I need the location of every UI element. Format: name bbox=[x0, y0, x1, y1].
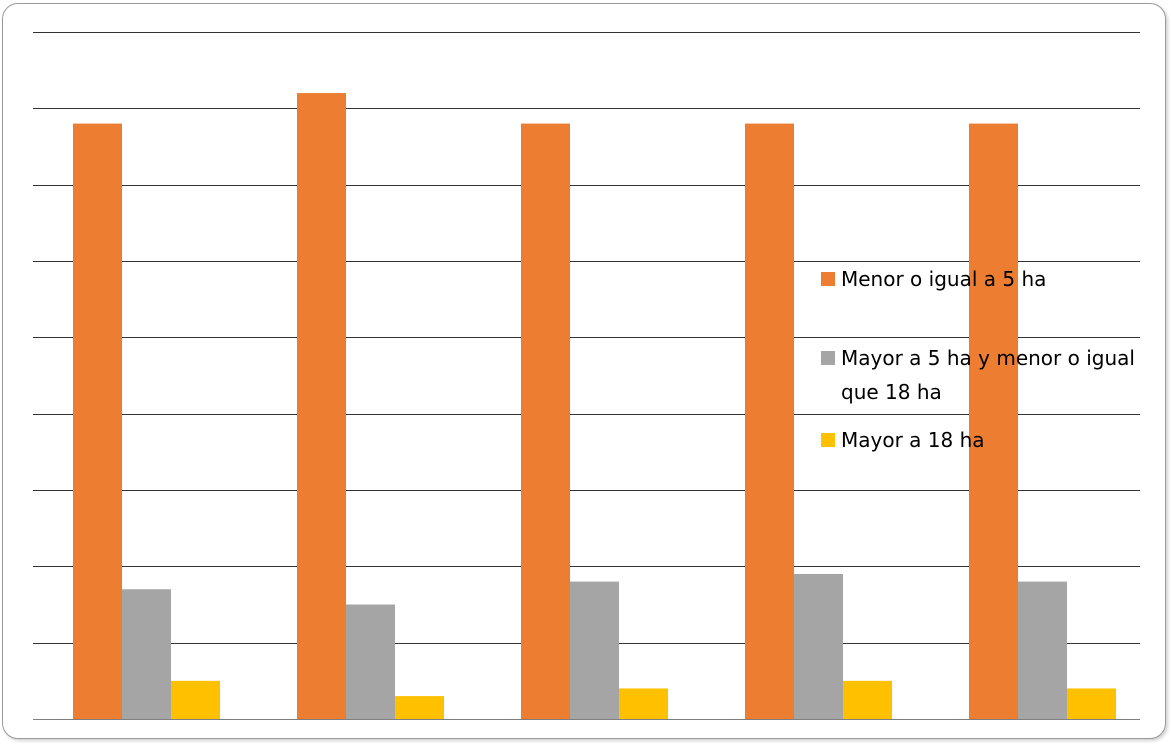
bar bbox=[73, 123, 122, 720]
legend-swatch bbox=[821, 351, 835, 365]
bar bbox=[1067, 688, 1116, 719]
bar bbox=[745, 123, 794, 720]
legend-label: Mayor a 5 ha y menor o igual bbox=[841, 346, 1135, 370]
bar bbox=[346, 604, 395, 719]
legend-swatch bbox=[821, 272, 835, 286]
bar bbox=[297, 93, 346, 720]
bar bbox=[969, 123, 1018, 720]
bar bbox=[794, 573, 843, 719]
bar bbox=[843, 680, 892, 719]
legend-label: Menor o igual a 5 ha bbox=[841, 267, 1046, 291]
bar bbox=[521, 123, 570, 720]
gridlines bbox=[33, 32, 1140, 720]
legend: Menor o igual a 5 ha Mayor a 5 ha y menor… bbox=[821, 267, 1135, 452]
bar bbox=[619, 688, 668, 719]
bar bbox=[122, 589, 171, 719]
bar bbox=[1018, 581, 1067, 719]
bar bbox=[395, 696, 444, 719]
legend-swatch bbox=[821, 433, 835, 447]
legend-label: que 18 ha bbox=[841, 380, 942, 404]
bar bbox=[171, 680, 220, 719]
legend-label: Mayor a 18 ha bbox=[841, 428, 985, 452]
bar bbox=[570, 581, 619, 719]
bars bbox=[73, 93, 1116, 720]
